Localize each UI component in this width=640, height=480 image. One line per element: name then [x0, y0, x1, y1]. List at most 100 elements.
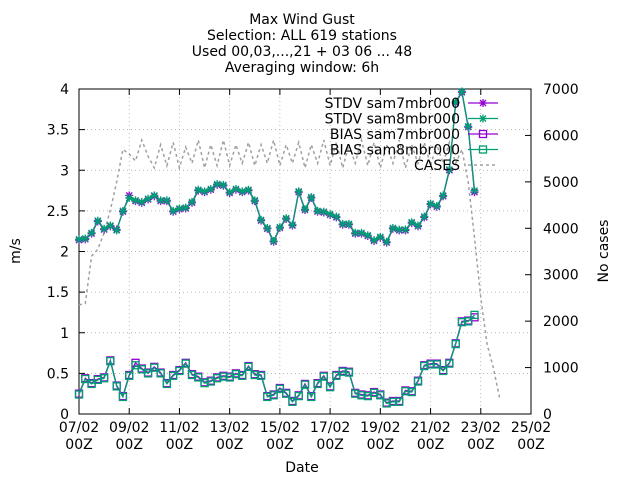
data-point [451, 339, 460, 349]
data-point [363, 231, 372, 240]
data-point [325, 383, 335, 392]
data-point [313, 379, 322, 389]
data-point [457, 87, 466, 96]
axes [78, 88, 532, 415]
x-axis-label: Date [285, 460, 318, 476]
data-point [137, 197, 146, 206]
data-point [457, 318, 467, 327]
x-tick-label: 23/02 [461, 420, 501, 436]
data-point [162, 196, 171, 205]
data-point [464, 317, 473, 326]
y2-tick-label: 7000 [543, 82, 579, 98]
data-point [275, 223, 284, 232]
legend-entry: STDV sam7mbr000 [325, 96, 498, 112]
data-point [212, 374, 222, 383]
data-point [445, 359, 454, 368]
data-point [307, 392, 316, 402]
series-group [74, 87, 501, 408]
data-point [118, 392, 128, 402]
plot-frame [78, 88, 532, 415]
tick-labels: 0 0.5 1 1.5 2 2.5 3 3.5 4 0 1000 2000 3000 4000 5000 60… [47, 82, 579, 453]
x-tick-label: 07/02 [59, 420, 99, 436]
data-point [438, 366, 448, 376]
data-point [106, 357, 115, 366]
data-point [100, 224, 109, 233]
x-tick-sublabel: 00Z [417, 437, 444, 453]
data-point [93, 375, 102, 385]
data-point [87, 228, 96, 237]
data-point [478, 129, 488, 139]
legend-label: CASES [414, 158, 460, 174]
data-point [338, 367, 347, 376]
data-point [326, 210, 335, 219]
x-tick-label: 15/02 [260, 420, 300, 436]
data-point [219, 180, 228, 189]
data-point [156, 369, 165, 378]
data-point [125, 193, 134, 202]
data-point [269, 236, 278, 245]
data-point [370, 236, 379, 245]
data-point [93, 216, 102, 225]
data-point [307, 193, 316, 202]
data-point [376, 232, 385, 241]
data-point [413, 377, 423, 386]
data-point [426, 199, 435, 208]
data-point [143, 369, 153, 378]
data-point [257, 215, 266, 224]
data-point [275, 384, 285, 393]
data-point [479, 99, 487, 107]
x-tick-label: 25/02 [511, 420, 551, 436]
data-point [238, 371, 247, 380]
data-point [225, 188, 234, 197]
y2-tick-label: 5000 [543, 175, 579, 191]
data-point [301, 205, 309, 214]
data-point [401, 225, 410, 234]
data-point [256, 371, 266, 380]
data-point [426, 360, 435, 369]
y-tick-label: 1 [60, 326, 69, 342]
series-bias-sam8mbr000 [74, 310, 479, 408]
x-tick-label: 11/02 [159, 420, 199, 436]
x-tick-sublabel: 00Z [467, 437, 494, 453]
data-point [263, 223, 272, 232]
legend-entry: CASES [414, 158, 498, 174]
series-stdv-sam8mbr000 [75, 87, 479, 246]
x-tick-sublabel: 00Z [367, 437, 394, 453]
data-point [282, 389, 291, 398]
legend-entry: STDV sam8mbr000 [325, 112, 498, 128]
x-tick-sublabel: 00Z [266, 437, 293, 453]
y2-tick-label: 3000 [543, 268, 579, 284]
data-point [351, 389, 360, 398]
data-point [81, 234, 90, 243]
data-point [420, 212, 429, 221]
x-tick-sublabel: 00Z [316, 437, 343, 453]
y-tick-label: 4 [60, 82, 69, 98]
data-point [388, 223, 397, 232]
data-point [294, 391, 303, 401]
legend-label: STDV sam7mbr000 [325, 96, 460, 112]
data-point [401, 387, 410, 396]
data-point [313, 206, 322, 215]
data-point [470, 310, 479, 320]
data-point [125, 371, 134, 380]
data-point [213, 180, 222, 189]
data-point [439, 191, 448, 200]
legend-label: BIAS sam8mbr000 [330, 143, 460, 159]
x-tick-sublabel: 00Z [116, 437, 143, 453]
data-point [131, 196, 140, 205]
data-point [74, 390, 84, 399]
y2-tick-label: 0 [543, 407, 552, 423]
data-point [118, 206, 127, 215]
data-point [479, 114, 487, 123]
data-point [200, 187, 209, 196]
data-point [188, 197, 196, 206]
data-point [175, 366, 184, 376]
data-point [407, 387, 416, 397]
y-tick-label: 0.5 [47, 366, 69, 382]
y2-tick-label: 1000 [543, 361, 579, 377]
data-point [319, 372, 328, 381]
x-tick-sublabel: 00Z [166, 437, 193, 453]
data-point [376, 391, 385, 400]
data-point [206, 184, 215, 193]
